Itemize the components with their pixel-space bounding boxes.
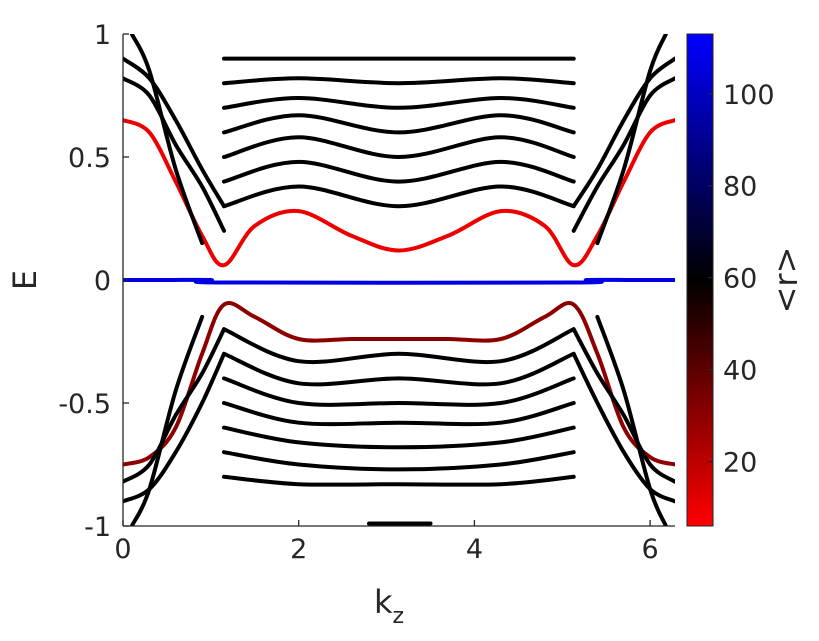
series-edge-left-3: [123, 327, 226, 484]
axes-layer: 0 2 4 6 1 0.5 0 -0.5 -1: [58, 20, 675, 565]
series-band-v1: [222, 327, 576, 365]
series-band-v7: [222, 474, 576, 487]
x-tick-label: 2: [290, 534, 307, 565]
x-tick-label: 6: [642, 534, 659, 565]
x-tick-label: 4: [466, 534, 483, 565]
plot-area: [123, 34, 675, 526]
series-edge-left-4: [123, 351, 226, 504]
y-tick-label: 1: [94, 20, 111, 51]
x-axis-label: kz: [374, 583, 404, 629]
y-axis-label: E: [6, 270, 44, 290]
colorbar-tick-label: 20: [723, 448, 757, 479]
series-band-c4: [222, 113, 576, 135]
series-band-c6: [222, 76, 576, 86]
colorbar-tick-label: 100: [723, 80, 775, 111]
series-edge-left-1: [123, 56, 226, 209]
colorbar: [687, 34, 713, 526]
series-edge-right-2: [571, 76, 675, 233]
series-layer: [123, 34, 675, 526]
series-band-c2: [222, 159, 576, 184]
series-band-c3: [222, 135, 576, 159]
y-tick-label: -0.5: [58, 389, 111, 420]
colorbar-frame: [686, 33, 714, 527]
series-band-v6: [222, 450, 576, 472]
series-surface-zero: [123, 277, 675, 285]
series-band-v5: [222, 425, 576, 450]
series-fan-left-up: [129, 34, 205, 246]
series-band-v3: [222, 376, 576, 407]
y-tick-label: 0: [94, 266, 111, 297]
colorbar-axis: 100 80 60 40 20: [686, 33, 775, 527]
series-band-c5: [222, 96, 576, 110]
series-band-v4: [222, 401, 576, 427]
series-edge-right-4: [571, 351, 675, 504]
series-band-v2: [222, 351, 576, 387]
series-edge-left-2: [123, 76, 226, 233]
series-fan-left-down: [129, 314, 205, 526]
series-edge-right-3: [571, 327, 675, 484]
series-surface-lower: [123, 301, 675, 467]
series-fan-right-up: [595, 34, 668, 246]
y-tick-label: 0.5: [68, 143, 111, 174]
y-tick-label: -1: [84, 512, 111, 543]
colorbar-tick-label: 40: [723, 356, 757, 387]
series-edge-right-1: [571, 56, 675, 209]
series-fan-right-down: [595, 314, 668, 526]
x-axis-label-subscript: z: [393, 604, 405, 629]
colorbar-tick-label: 80: [723, 172, 757, 203]
x-tick-label: 0: [114, 534, 131, 565]
series-band-c1: [222, 184, 576, 209]
colorbar-label: <r>: [767, 247, 805, 314]
colorbar-tick-label: 60: [723, 264, 757, 295]
